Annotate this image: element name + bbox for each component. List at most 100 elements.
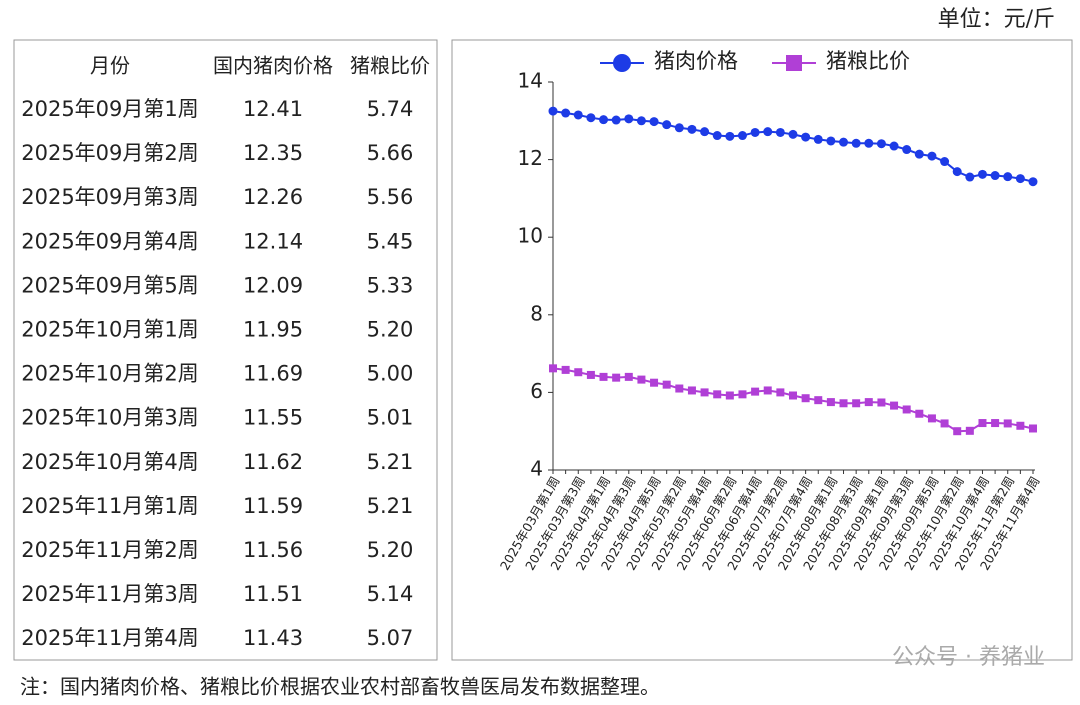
table-cell: 12.26 — [243, 185, 303, 209]
table-cell: 2025年10月第4周 — [21, 450, 199, 474]
table-cell: 11.43 — [243, 626, 303, 650]
marker — [763, 386, 772, 395]
watermark: 公众号 · 养猪业 — [892, 645, 1045, 670]
marker — [940, 157, 950, 167]
marker — [801, 132, 811, 142]
marker — [965, 172, 975, 182]
table-frame — [13, 39, 438, 661]
marker — [687, 124, 697, 134]
table-cell: 12.14 — [243, 229, 303, 253]
table-cell: 12.09 — [243, 273, 303, 297]
marker — [902, 145, 912, 155]
marker — [750, 127, 760, 137]
marker — [751, 387, 760, 396]
table-cell: 5.07 — [367, 626, 414, 650]
unit-label: 单位：元/斤 — [938, 7, 1055, 32]
table-header: 猪粮比价 — [350, 54, 430, 78]
marker — [914, 149, 924, 159]
table-header: 月份 — [90, 54, 130, 78]
marker — [839, 137, 849, 147]
table-cell: 2025年11月第3周 — [21, 582, 199, 606]
marker — [650, 378, 659, 387]
marker — [890, 401, 899, 410]
marker — [864, 138, 874, 148]
table-cell: 5.33 — [367, 273, 414, 297]
marker — [1003, 419, 1012, 428]
marker — [1003, 172, 1013, 182]
table-cell: 5.01 — [367, 406, 414, 430]
table-cell: 2025年10月第1周 — [21, 318, 199, 342]
marker — [927, 151, 937, 161]
marker — [814, 396, 823, 405]
table-cell: 2025年11月第1周 — [21, 494, 199, 518]
marker — [876, 139, 886, 149]
marker — [813, 134, 823, 144]
table-cell: 2025年09月第4周 — [21, 229, 199, 253]
table-cell: 5.20 — [367, 318, 414, 342]
marker — [662, 120, 672, 130]
marker — [675, 384, 684, 393]
marker — [877, 398, 886, 407]
table-cell: 12.41 — [243, 97, 303, 121]
y-tick-label: 14 — [518, 69, 543, 93]
marker — [978, 419, 987, 428]
marker — [763, 127, 773, 137]
marker — [1016, 421, 1025, 430]
marker — [662, 380, 671, 389]
table-cell: 2025年09月第3周 — [21, 185, 199, 209]
marker — [864, 398, 873, 407]
table-cell: 2025年09月第1周 — [21, 97, 199, 121]
marker — [586, 370, 595, 379]
marker — [965, 426, 974, 435]
marker — [902, 405, 911, 414]
marker — [851, 138, 861, 148]
table-cell: 5.45 — [367, 229, 414, 253]
marker — [927, 414, 936, 423]
table-cell: 5.74 — [367, 97, 414, 121]
marker — [561, 108, 571, 118]
table-cell: 11.59 — [243, 494, 303, 518]
table-cell: 5.56 — [367, 185, 414, 209]
legend-label: 猪肉价格 — [654, 49, 738, 73]
marker — [712, 131, 722, 141]
table-cell: 11.51 — [243, 582, 303, 606]
table-cell: 11.55 — [243, 406, 303, 430]
table-cell: 2025年09月第2周 — [21, 141, 199, 165]
marker — [548, 106, 558, 116]
table-cell: 2025年09月第5周 — [21, 273, 199, 297]
table-cell: 11.95 — [243, 318, 303, 342]
y-tick-label: 12 — [518, 146, 543, 170]
marker — [977, 169, 987, 179]
table-cell: 5.00 — [367, 362, 414, 386]
marker — [599, 372, 608, 381]
marker — [713, 390, 722, 399]
marker — [953, 427, 962, 436]
marker — [561, 365, 570, 374]
marker — [991, 419, 1000, 428]
marker — [637, 375, 646, 384]
y-tick-label: 8 — [530, 301, 543, 325]
marker — [649, 117, 659, 127]
chart-frame — [451, 39, 1073, 661]
marker — [725, 391, 734, 400]
marker — [611, 115, 621, 125]
marker — [915, 409, 924, 418]
table-cell: 2025年11月第2周 — [21, 538, 199, 562]
table-cell: 11.62 — [243, 450, 303, 474]
table-cell: 5.66 — [367, 141, 414, 165]
marker — [801, 394, 810, 403]
marker — [1015, 174, 1025, 184]
marker — [826, 136, 836, 146]
marker — [725, 131, 735, 141]
marker — [826, 398, 835, 407]
marker — [674, 123, 684, 133]
table-cell: 2025年10月第2周 — [21, 362, 199, 386]
legend-marker — [786, 55, 802, 71]
marker — [636, 116, 646, 126]
footnote: 注：国内猪肉价格、猪粮比价根据农业农村部畜牧兽医局发布数据整理。 — [20, 675, 660, 699]
y-tick-label: 6 — [530, 379, 543, 403]
marker — [624, 372, 633, 381]
marker — [573, 110, 583, 120]
table-cell: 5.21 — [367, 494, 414, 518]
